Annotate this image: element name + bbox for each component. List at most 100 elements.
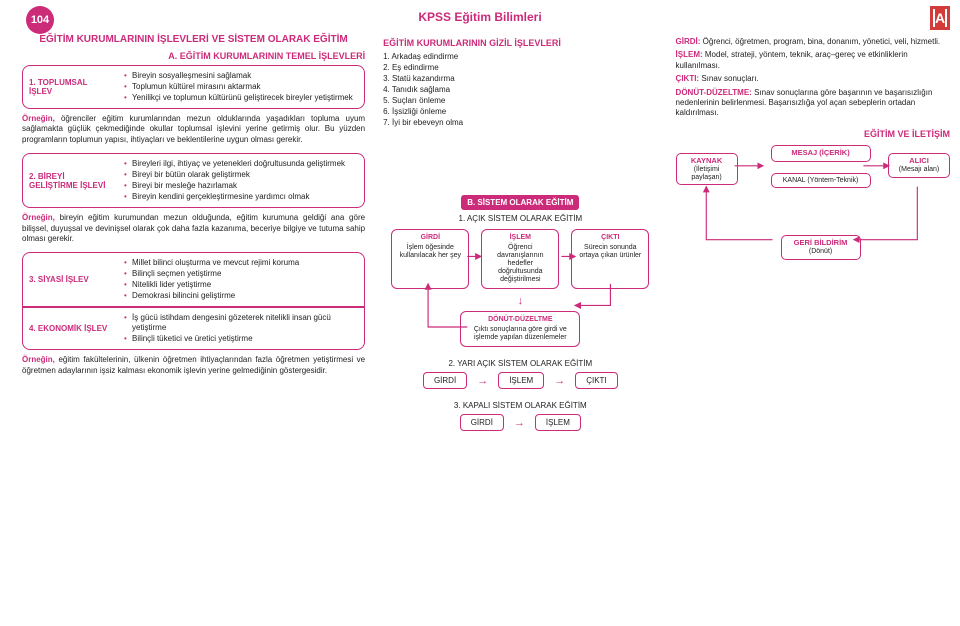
table-2: 2. BİREYİ GELİŞTİRME İŞLEVİ Bireyleri il… (22, 153, 365, 208)
def-donut: DÖNÜT-DÜZELTME: Sınav sonuçlarına göre b… (676, 88, 950, 119)
table-row-label: 4. EKONOMİK İŞLEV (22, 307, 118, 350)
box-body: (Mesajı alan) (899, 166, 939, 173)
semi-open-row: GİRDİ → İŞLEM → ÇIKTI (383, 372, 657, 389)
body-text: öğrenciler eğitim kurumlarından mezun ol… (22, 114, 365, 144)
arrow-right-icon: → (554, 375, 565, 387)
table-1: 1. TOPLUMSAL İŞLEV Bireyin sosyalleşmesi… (22, 65, 365, 109)
def-key: İŞLEM: (676, 50, 703, 59)
table-row-label: 3. SİYASİ İŞLEV (22, 252, 118, 307)
table-row-items: Bireyleri ilgi, ihtiyaç ve yetenekleri d… (118, 153, 365, 208)
list-item: Bireyleri ilgi, ihtiyaç ve yetenekleri d… (124, 159, 358, 169)
table-row-items: Millet bilinci oluşturma ve mevcut rejim… (118, 252, 365, 307)
table-row-items: Bireyin sosyalleşmesini sağlamak Toplumu… (118, 65, 365, 109)
girdi-box: GİRDİ İşlem öğesinde kullanılacak her şe… (391, 229, 469, 289)
lead-text: Örneğin, (22, 114, 55, 123)
list-item: 1. Arkadaş edindirme (383, 52, 657, 61)
cikti-box: ÇIKTI Sürecin sonunda ortaya çıkan ürünl… (571, 229, 649, 289)
column-left: EĞİTİM KURUMLARININ İŞLEVLERİ VE SİSTEM … (22, 34, 365, 620)
list-item: Millet bilinci oluşturma ve mevcut rejim… (124, 258, 358, 268)
arrow-down-icon: ↓ (518, 295, 524, 307)
closed-row: GİRDİ → İŞLEM (383, 414, 657, 431)
box-body: (İletişimi paylaşan) (691, 166, 721, 181)
table-row-label: 2. BİREYİ GELİŞTİRME İŞLEVİ (22, 153, 118, 208)
page-header: KPSS Eğitim Bilimleri (0, 10, 960, 24)
box-head: KAYNAK (682, 157, 732, 165)
body-text: bireyin eğitim kurumundan mezun olduğund… (22, 213, 365, 243)
col1-section-a: A. EĞİTİM KURUMLARININ TEMEL İŞLEVLERİ (22, 51, 365, 61)
list-item: Bilinçli tüketici ve üretici yetiştirme (124, 334, 358, 344)
list-item: 4. Tanıdık sağlama (383, 85, 657, 94)
columns: EĞİTİM KURUMLARININ İŞLEVLERİ VE SİSTEM … (22, 34, 950, 620)
box-body: İşlem öğesinde kullanılacak her şey (400, 244, 461, 259)
box-body: Çıktı sonuçlarına göre girdi ve işlemde … (474, 326, 567, 341)
donut-box: DÖNÜT-DÜZELTME Çıktı sonuçlarına göre gi… (460, 311, 580, 347)
body-text: eğitim fakültelerinin, ülkenin öğretmen … (22, 355, 365, 374)
def-cikti: ÇIKTI: Sınav sonuçları. (676, 74, 950, 84)
list-item: 5. Suçları önleme (383, 96, 657, 105)
paragraph-1: Örneğin, öğrenciler eğitim kurumlarından… (22, 114, 365, 145)
def-islem: İŞLEM: Model, strateji, yöntem, teknik, … (676, 50, 950, 71)
cikti-label: ÇIKTI (575, 372, 617, 389)
sub3-title: 3. KAPALI SİSTEM OLARAK EĞİTİM (383, 401, 657, 410)
list-item: Bireyin kendini gerçekleştirmesine yardı… (124, 192, 358, 202)
kaynak-box: KAYNAK (İletişimi paylaşan) (676, 153, 738, 186)
def-val: Öğrenci, öğretmen, program, bina, donanı… (703, 37, 940, 46)
box-head: İŞLEM (487, 234, 553, 242)
numbered-list: 1. Arkadaş edindirme 2. Eş edindirme 3. … (383, 52, 657, 127)
open-system-diagram: GİRDİ İşlem öğesinde kullanılacak her şe… (383, 229, 657, 347)
arrow-right-icon: → (477, 375, 488, 387)
girdi-label: GİRDİ (460, 414, 504, 431)
list-item: Yenilikçi ve toplumun kültürünü geliştir… (124, 93, 358, 103)
islem-label: İŞLEM (535, 414, 581, 431)
list-item: 2. Eş edindirme (383, 63, 657, 72)
mesaj-box: MESAJ (İÇERİK) (771, 145, 871, 162)
column-middle: EĞİTİM KURUMLARININ GİZİL İŞLEVLERİ 1. A… (383, 34, 657, 620)
lead-text: Örneğin, (22, 355, 55, 364)
box-head: DÖNÜT-DÜZELTME (466, 316, 574, 324)
list-item: Bilinçli seçmen yetiştirme (124, 269, 358, 279)
list-item: İş gücü istihdam dengesini gözeterek nit… (124, 313, 358, 333)
col1-title: EĞİTİM KURUMLARININ İŞLEVLERİ VE SİSTEM … (22, 34, 365, 45)
list-item: Bireyi bir mesleğe hazırlamak (124, 181, 358, 191)
islem-label: İŞLEM (498, 372, 544, 389)
paragraph-3: Örneğin, eğitim fakültelerinin, ülkenin … (22, 355, 365, 376)
girdi-label: GİRDİ (423, 372, 467, 389)
arrow-right-icon: → (514, 417, 525, 429)
box-head: MESAJ (İÇERİK) (777, 149, 865, 157)
column-right: GİRDİ: Öğrenci, öğretmen, program, bina,… (676, 34, 950, 620)
def-val: Model, strateji, yöntem, teknik, araç–ge… (676, 50, 908, 69)
def-val: Sınav sonuçları. (701, 74, 758, 83)
box-head: GİRDİ (397, 234, 463, 242)
box-body: KANAL (Yöntem-Teknik) (783, 177, 859, 184)
list-item: Bireyin sosyalleşmesini sağlamak (124, 71, 358, 81)
list-item: 7. İyi bir ebeveyn olma (383, 118, 657, 127)
list-item: 6. İşsizliği önleme (383, 107, 657, 116)
alici-box: ALICI (Mesajı alan) (888, 153, 950, 178)
list-item: 3. Statü kazandırma (383, 74, 657, 83)
list-item: Toplumun kültürel mirasını aktarmak (124, 82, 358, 92)
box-body: Öğrenci davranışlarının hedefler doğrult… (497, 244, 543, 283)
col2-title: EĞİTİM KURUMLARININ GİZİL İŞLEVLERİ (383, 38, 657, 48)
box-body: (Dönüt) (809, 248, 832, 255)
box-head: ÇIKTI (577, 234, 643, 242)
islem-box: İŞLEM Öğrenci davranışlarının hedefler d… (481, 229, 559, 289)
box-head: GERİ BİLDİRİM (787, 239, 855, 247)
section-b-wrap: B. SİSTEM OLARAK EĞİTİM (383, 195, 657, 210)
list-item: Bireyi bir bütün olarak geliştirmek (124, 170, 358, 180)
sub2-title: 2. YARI AÇIK SİSTEM OLARAK EĞİTİM (383, 359, 657, 368)
def-girdi: GİRDİ: Öğrenci, öğretmen, program, bina,… (676, 37, 950, 47)
section-b-title: B. SİSTEM OLARAK EĞİTİM (461, 195, 579, 210)
def-key: GİRDİ: (676, 37, 701, 46)
table-row-items: İş gücü istihdam dengesini gözeterek nit… (118, 307, 365, 350)
communication-diagram: KAYNAK (İletişimi paylaşan) MESAJ (İÇERİ… (676, 145, 950, 295)
list-item: Demokrasi bilincini geliştirme (124, 291, 358, 301)
brand-logo: A (930, 6, 950, 30)
box-head: ALICI (894, 157, 944, 165)
def-key: ÇIKTI: (676, 74, 700, 83)
list-item: Nitelikli lider yetiştirme (124, 280, 358, 290)
lead-text: Örneğin, (22, 213, 55, 222)
def-key: DÖNÜT-DÜZELTME: (676, 88, 752, 97)
paragraph-2: Örneğin, bireyin eğitim kurumundan mezun… (22, 213, 365, 244)
sub1-title: 1. AÇIK SİSTEM OLARAK EĞİTİM (383, 214, 657, 223)
kanal-box: KANAL (Yöntem-Teknik) (771, 173, 871, 189)
